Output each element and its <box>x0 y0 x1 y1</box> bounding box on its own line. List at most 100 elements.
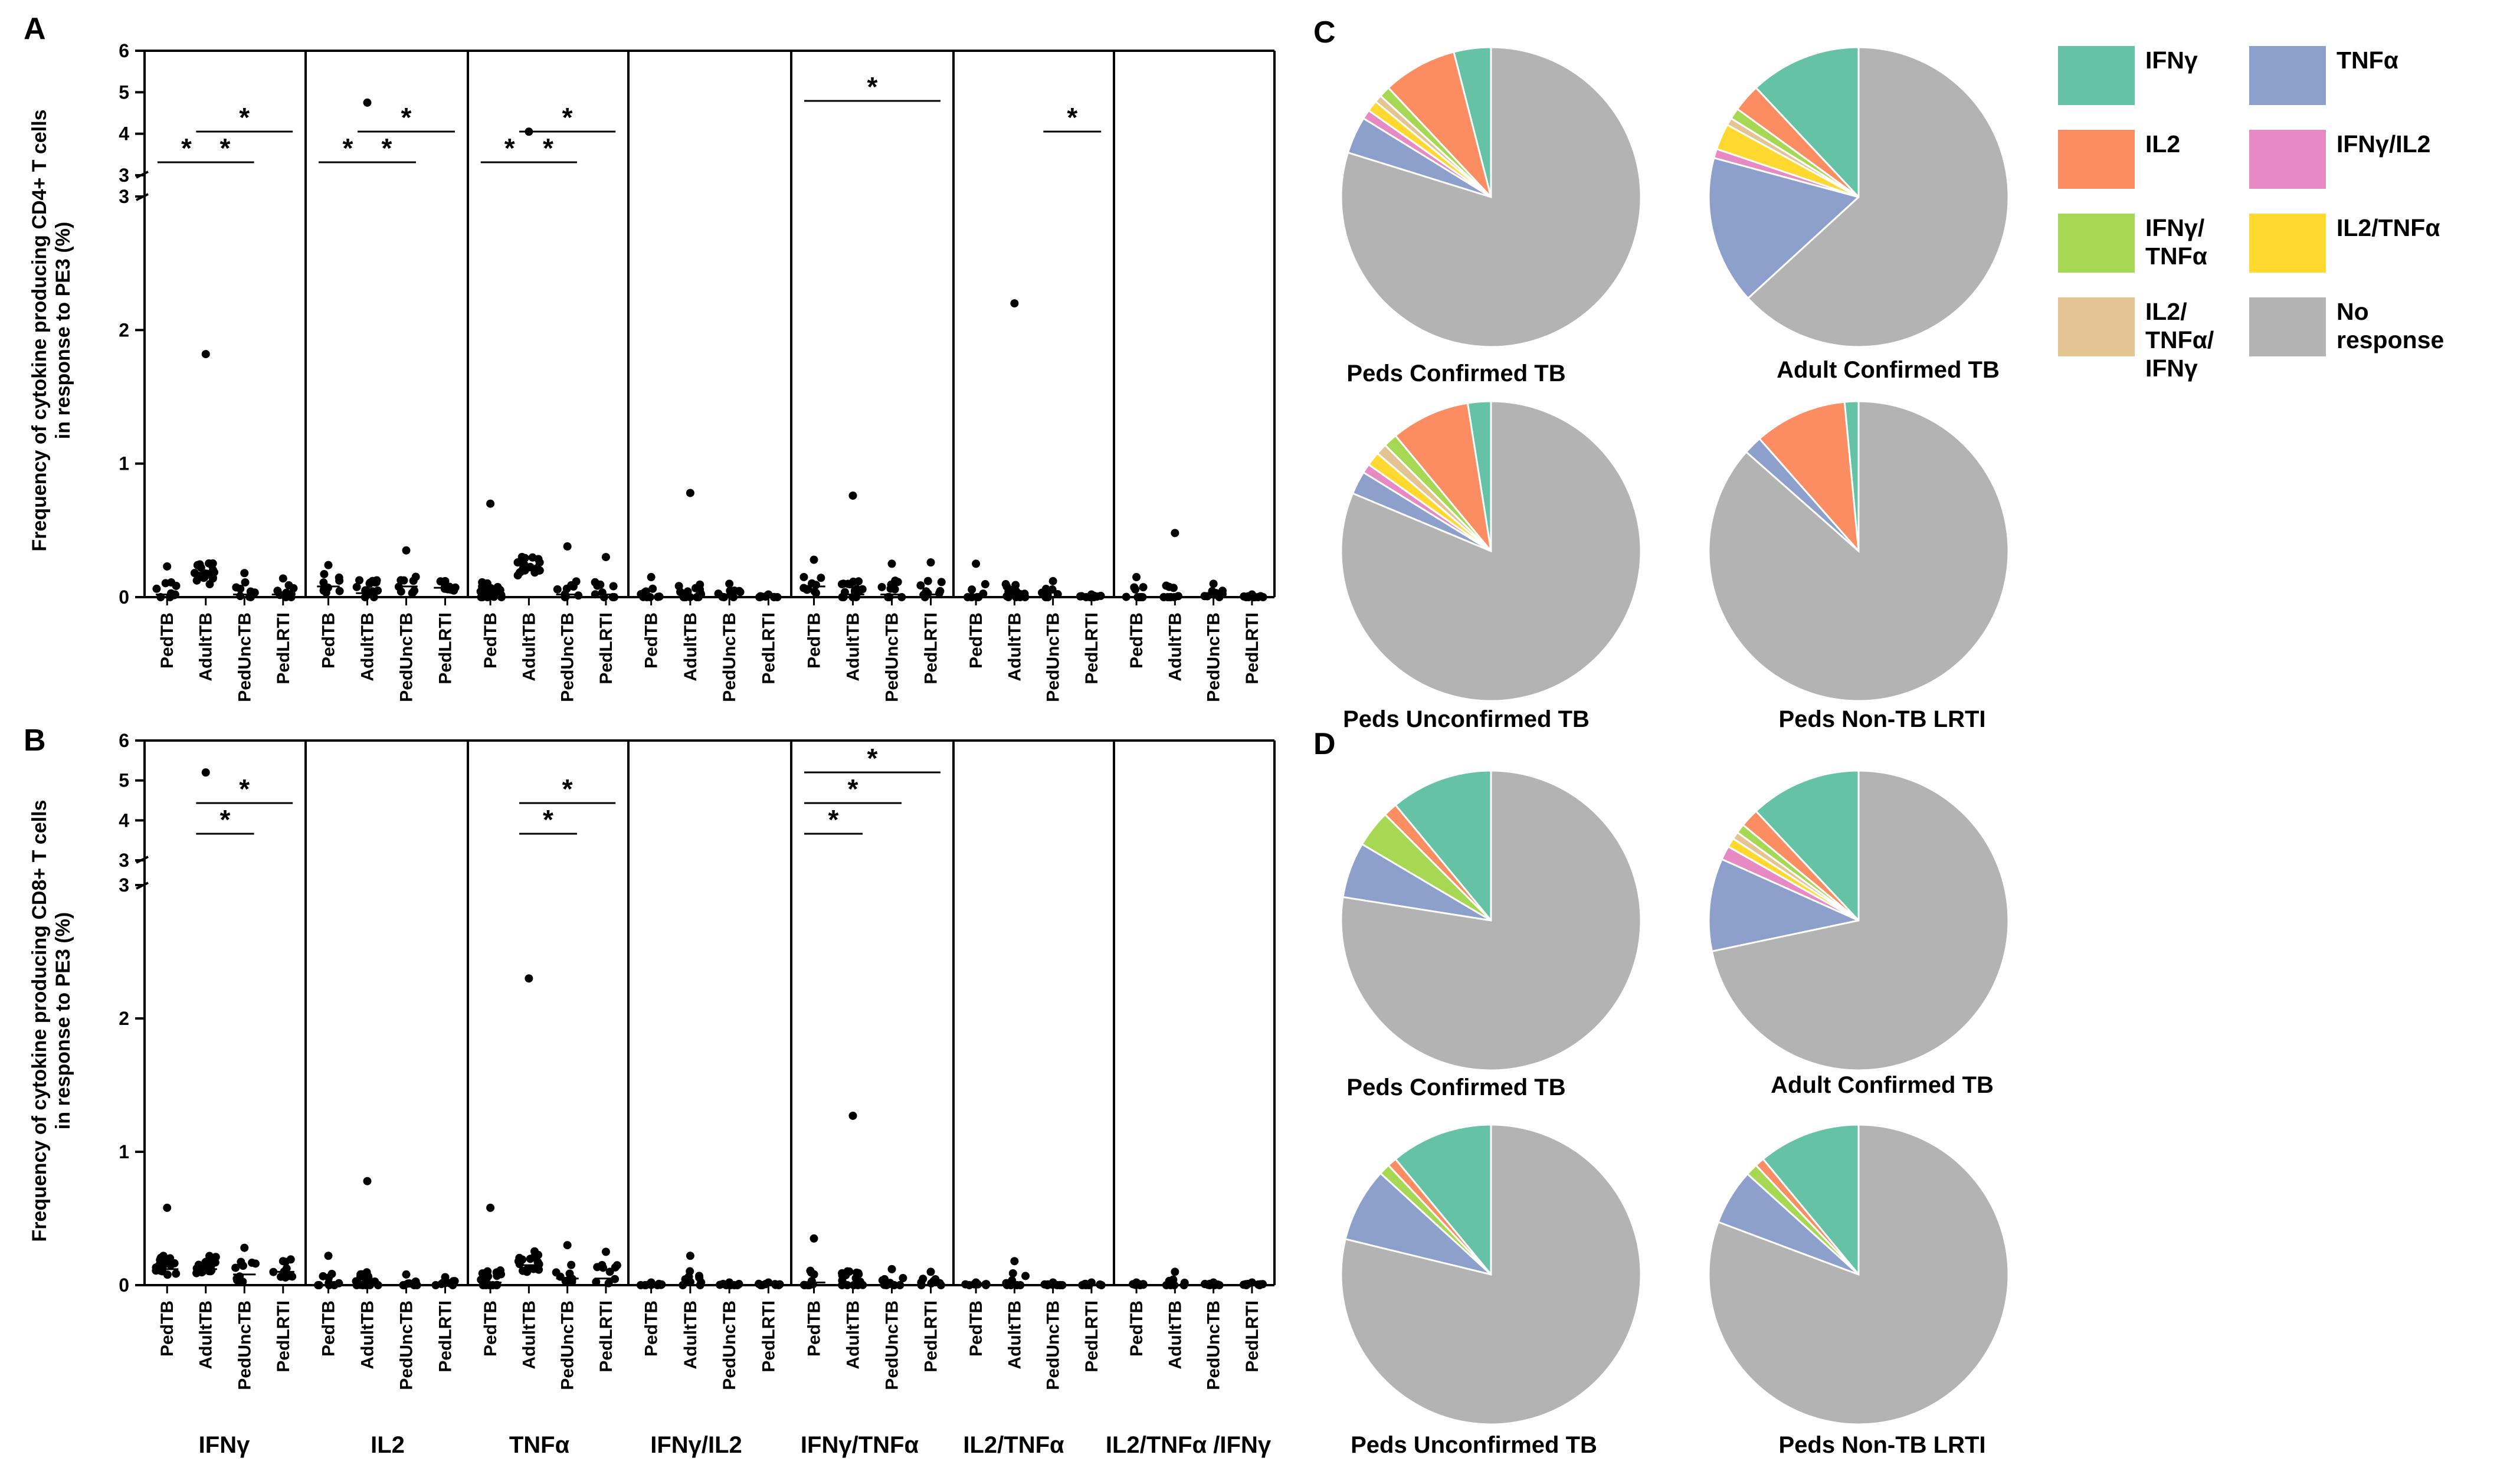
data-point <box>923 576 932 585</box>
pie-slice <box>1754 769 1860 923</box>
data-point <box>1004 587 1013 596</box>
data-point <box>441 1273 450 1282</box>
group-label: AdultTB <box>681 612 700 682</box>
data-point <box>755 1279 763 1288</box>
pie-title: Peds Unconfirmed TB <box>1351 1432 1597 1458</box>
data-point <box>1131 585 1140 594</box>
y-tick-label: 5 <box>119 81 129 103</box>
data-point <box>369 593 378 601</box>
y-tick-label: 2 <box>119 1008 129 1029</box>
group-label: PedUncTB <box>883 612 902 702</box>
data-point <box>402 1270 411 1279</box>
pie-title: Peds Confirmed TB <box>1346 1074 1565 1100</box>
group-label: AdultTB <box>196 612 216 682</box>
data-point <box>1048 576 1057 585</box>
data-point <box>838 1269 847 1277</box>
group-label: PedUncTB <box>1044 612 1063 702</box>
data-point <box>273 587 282 595</box>
data-point <box>604 1279 613 1288</box>
group-label: PedUncTB <box>558 1300 578 1390</box>
group-label: PedTB <box>158 1300 177 1357</box>
data-point <box>450 1277 459 1286</box>
data-point <box>1200 592 1209 601</box>
pie-slice <box>1758 401 1860 554</box>
significance-star: * <box>343 133 353 163</box>
data-point <box>810 1270 818 1279</box>
data-point <box>172 1269 181 1278</box>
data-point <box>327 1269 336 1278</box>
data-point <box>411 572 420 581</box>
data-point <box>681 1275 690 1284</box>
y-tick-label: 3 <box>119 850 129 871</box>
y-tick-label: 1 <box>119 453 129 474</box>
data-point <box>320 569 329 578</box>
data-point <box>163 1203 172 1212</box>
data-point <box>278 574 287 583</box>
y-tick-label: 3 <box>119 874 129 896</box>
group-label: PedUncTB <box>1204 612 1224 702</box>
scatter-panel-a: 0 1 2 33 4 5 6 PedTB AdultTB PedUncTB PedLRTI * * * Pe… <box>119 40 1276 702</box>
legend-label: TNFα/ <box>2145 326 2214 353</box>
group-label: PedLRTI <box>1243 1300 1262 1372</box>
data-point <box>854 577 863 586</box>
data-point <box>486 499 495 508</box>
legend-swatch <box>2249 297 2326 356</box>
y-tick-label: 3 <box>119 165 129 186</box>
data-point <box>916 581 925 590</box>
y-axis-label-a-line1: Frequency of cytokine producing CD4+ T c… <box>28 109 51 551</box>
y-axis-label-b-line1: Frequency of cytokine producing CD8+ T c… <box>28 800 51 1241</box>
y-tick-label: 6 <box>119 730 129 751</box>
data-point <box>609 582 618 591</box>
cytokine-label-tnfa: TNFα <box>509 1432 570 1458</box>
pie-slice <box>1746 46 2010 348</box>
data-point <box>319 1272 327 1280</box>
pie-title: Peds Confirmed TB <box>1346 361 1565 386</box>
pie-slice <box>1387 51 1492 198</box>
pie-slice <box>1340 400 1642 702</box>
data-point <box>170 1259 179 1267</box>
data-point <box>199 1267 208 1276</box>
group-label: PedUncTB <box>235 612 254 702</box>
group-label: PedTB <box>481 1300 500 1357</box>
group-label: AdultTB <box>519 612 539 682</box>
legend-swatch <box>2058 297 2135 356</box>
data-point <box>686 489 694 497</box>
group-label: PedLRTI <box>759 1300 778 1372</box>
significance-star: * <box>239 102 250 133</box>
data-point <box>211 1253 220 1262</box>
legend-swatch <box>2249 46 2326 105</box>
data-point <box>163 562 172 571</box>
y-axis-label-b: Frequency of cytokine producing CD8+ T c… <box>28 800 74 1241</box>
pie-slice <box>1344 1172 1492 1276</box>
group-label: PedTB <box>1127 1300 1146 1357</box>
scatter-panel-b: 0 1 2 3 3 4 5 6 PedTB AdultTB PedUncTB PedLRTI * * Ped… <box>119 730 1276 1390</box>
data-point <box>851 586 860 595</box>
significance-star: * <box>867 71 878 102</box>
pie-charts-c: Peds Confirmed TB Adult Confirmed TB Peds … <box>1340 46 2010 732</box>
pie-slice <box>1754 46 1860 199</box>
data-point <box>201 350 210 359</box>
data-point <box>365 579 374 588</box>
data-point <box>441 576 450 585</box>
pie-slice <box>1394 402 1493 555</box>
data-point <box>817 574 825 582</box>
y-tick-label: 1 <box>119 1141 129 1162</box>
significance-star: * <box>220 804 231 835</box>
group-label: PedUncTB <box>883 1300 902 1390</box>
data-point <box>931 1275 940 1284</box>
group-label: PedTB <box>481 612 500 669</box>
pie-slice <box>1761 1123 1860 1277</box>
y-tick-label: 4 <box>119 123 129 145</box>
data-point <box>799 572 808 581</box>
data-point <box>569 582 578 591</box>
data-point <box>202 1257 211 1266</box>
data-point <box>601 1247 610 1256</box>
data-point <box>363 98 372 107</box>
data-point <box>496 1266 505 1275</box>
data-point <box>335 587 344 595</box>
pie-title: Peds Non-TB LRTI <box>1778 706 1985 732</box>
data-point <box>1164 1280 1173 1289</box>
data-point <box>399 576 408 585</box>
data-point <box>486 1203 495 1212</box>
